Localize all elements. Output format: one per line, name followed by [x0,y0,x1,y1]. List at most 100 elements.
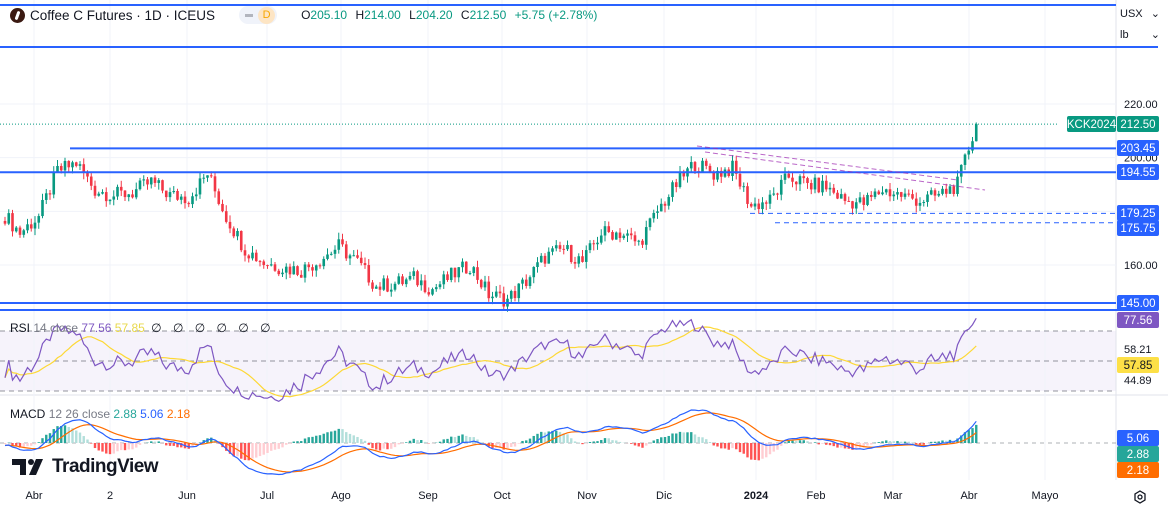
candle-body [873,191,877,197]
candle-body [828,187,832,190]
macd-hist-bar [333,430,337,443]
macd-hist-bar [712,443,715,446]
macd-hist-bar [337,428,340,443]
candle-body [903,193,907,197]
macd-hist-bar [933,441,937,443]
candle-body [689,162,693,169]
macd-hist-bar [480,442,483,443]
macd-hist-bar [742,443,745,454]
macd-hist-bar [727,443,730,450]
macd-hist-bar [78,432,82,443]
level-label-bg [1117,295,1159,311]
low-value: 204.20 [415,8,453,22]
macd-hist-bar [705,439,708,443]
macd-hist-bar [131,443,134,450]
unit-select[interactable]: lb ⌄ [1120,28,1160,42]
macd-hist-bar [900,441,903,443]
macd-hist-bar [525,440,528,443]
macd-hist-bar [847,443,850,449]
macd-hist-bar [108,443,112,455]
macd-hist-bar [667,435,670,443]
macd-hist-bar [502,443,505,450]
macd-hist-bar [180,443,183,448]
candle-body [453,267,457,278]
candle-body [461,261,464,268]
time-tick: Ago [331,490,351,502]
macd-hist-bar [266,443,269,453]
macd-hist-bar [127,443,130,450]
macd-hist-bar [521,440,524,443]
macd-hist-bar [701,437,704,443]
candle-body [281,272,284,275]
candle-body [213,176,217,192]
macd-hist-value: 2.88 [113,407,137,421]
macd-hist-bar [682,432,685,443]
tradingview-wordmark: TradingView [52,456,159,477]
currency-select[interactable]: USX ⌄ [1120,7,1160,21]
candle-body [472,267,476,274]
candle-body [198,178,202,195]
macd-hist-bar [813,442,817,443]
level-label: 194.55 [1120,167,1155,179]
macd-legend[interactable]: MACD 12 26 close 2.88 5.06 2.18 [10,407,190,421]
macd-hist-bar [45,434,48,443]
candle-body [239,230,243,251]
macd-hist-bar [937,441,940,443]
macd-hist-bar [296,441,299,443]
candle-body [356,255,359,258]
candle-body [149,177,153,185]
symbol-title[interactable]: Coffee C Futures · 1D · ICEUS [30,7,216,23]
close-value: 212.50 [469,8,507,22]
macd-hist-bar [753,443,757,460]
candle-body [836,192,839,199]
candle-body [101,192,104,194]
candle-body [412,271,416,276]
macd-hist-bar [465,435,468,443]
market-status-badge[interactable]: D [239,6,278,24]
dash-icon [245,13,254,17]
macd-hist-bar [468,437,472,443]
candle-body [498,291,502,294]
settings-gear-icon[interactable] [1133,490,1147,504]
level-label: 145.00 [1120,298,1155,310]
chevron-down-icon: ⌄ [1150,8,1160,20]
candle-body [554,245,558,249]
macd-hist-bar [30,443,33,446]
rsi-empty-values: ∅ ∅ ∅ ∅ ∅ ∅ [151,321,275,335]
open-label: O [301,8,311,22]
candle-body [251,252,254,259]
macd-signal-label: 2.18 [1127,465,1149,477]
macd-hist-bar [832,443,835,447]
macd-hist-bar [828,443,832,446]
macd-hist-bar [438,441,442,443]
candle-body [944,188,948,194]
rsi-legend[interactable]: RSI 14 close 77.56 57.85 ∅ ∅ ∅ ∅ ∅ ∅ [10,321,275,335]
macd-hist-bar [686,432,689,443]
tradingview-logo[interactable]: TradingView [12,456,159,478]
macd-hist-bar [765,443,768,458]
candle-body [52,172,56,195]
macd-hist-bar [641,443,644,448]
rsi-value-label: 77.56 [1124,315,1153,327]
candle-body [292,266,296,275]
macd-hist-bar [461,434,464,443]
macd-hist-bar [318,435,322,443]
candle-body [172,190,176,193]
candle-body [787,173,791,178]
macd-hist-bar [708,442,712,443]
candle-body [254,252,258,262]
candle-body [918,202,922,206]
macd-hist-bar [150,441,153,443]
candle-body [637,240,641,242]
low-label: L [409,8,416,22]
macd-hist-bar [603,438,607,443]
candle-body [217,191,221,204]
candle-body [348,255,352,259]
candle-body [363,263,367,266]
candle-body [359,257,363,264]
macd-hist-bar [573,441,577,443]
candle-body [693,162,697,172]
candle-body [746,186,749,204]
macd-hist-bar [457,435,460,443]
